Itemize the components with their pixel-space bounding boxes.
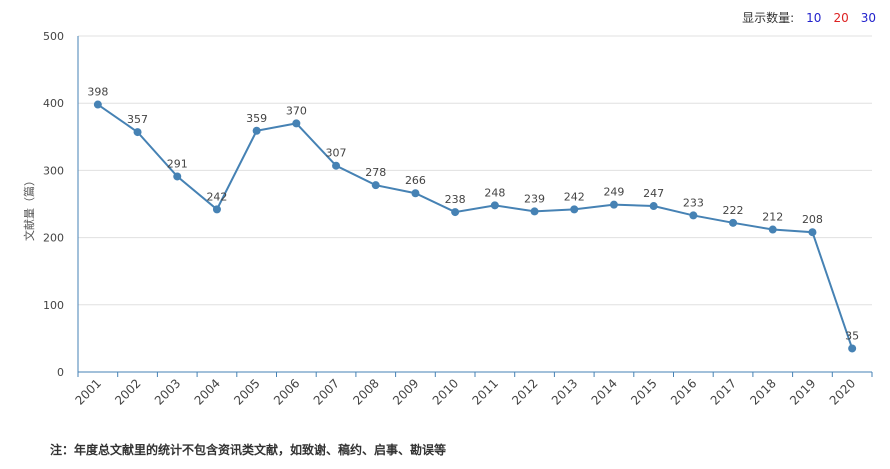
x-tick-label: 2006 [271, 376, 302, 407]
data-point [570, 205, 579, 214]
data-label: 249 [603, 186, 624, 199]
data-label: 208 [802, 213, 823, 226]
data-point [252, 126, 261, 135]
data-point [689, 211, 698, 220]
data-point [173, 172, 182, 181]
x-tick-label: 2004 [192, 376, 223, 407]
x-tick-label: 2005 [231, 376, 262, 407]
x-tick-label: 2012 [509, 376, 540, 407]
y-axis-label: 文献量（篇） [22, 175, 36, 241]
data-label: 212 [762, 211, 783, 224]
x-tick-label: 2009 [390, 376, 421, 407]
y-tick-label: 100 [43, 299, 64, 312]
data-point [451, 208, 460, 217]
data-point [729, 218, 738, 227]
data-label: 291 [167, 157, 188, 170]
y-tick-label: 0 [57, 366, 64, 379]
data-point [212, 205, 221, 214]
count-option-20[interactable]: 20 [833, 10, 849, 25]
x-tick-label: 2016 [668, 376, 699, 407]
x-tick-label: 2017 [708, 376, 739, 407]
x-tick-label: 2003 [152, 376, 183, 407]
data-label: 242 [564, 190, 585, 203]
x-tick-label: 2019 [787, 376, 818, 407]
data-label: 247 [643, 187, 664, 200]
data-label: 359 [246, 112, 267, 125]
y-tick-label: 300 [43, 164, 64, 177]
display-count-label: 显示数量: [742, 11, 795, 25]
data-point [133, 128, 142, 137]
y-tick-label: 500 [43, 30, 64, 43]
data-point [93, 100, 102, 109]
data-label: 238 [445, 193, 466, 206]
x-tick-label: 2011 [469, 376, 500, 407]
x-tick-label: 2018 [747, 376, 778, 407]
footnote: 注：年度总文献里的统计不包含资讯类文献，如致谢、稿约、启事、勘误等 [50, 443, 447, 457]
x-tick-label: 2020 [827, 376, 858, 407]
data-label: 278 [365, 166, 386, 179]
data-point [411, 189, 420, 198]
data-label: 398 [87, 86, 108, 99]
x-tick-label: 2014 [589, 376, 620, 407]
data-label: 370 [286, 104, 307, 117]
data-label: 222 [723, 204, 744, 217]
y-tick-label: 400 [43, 97, 64, 110]
data-label: 307 [326, 147, 347, 160]
display-count-selector: 显示数量: 10 20 30 [742, 9, 876, 26]
data-point [848, 344, 857, 353]
data-label: 239 [524, 192, 545, 205]
x-tick-label: 2002 [112, 376, 143, 407]
data-label: 248 [484, 186, 505, 199]
series-line [97, 103, 854, 349]
data-label: 242 [206, 190, 227, 203]
data-label: 357 [127, 113, 148, 126]
x-tick-label: 2008 [350, 376, 381, 407]
count-option-30[interactable]: 30 [860, 10, 876, 25]
data-point [371, 181, 380, 190]
data-point [490, 201, 499, 210]
data-point [609, 200, 618, 209]
data-label: 266 [405, 174, 426, 187]
x-tick-label: 2001 [72, 376, 103, 407]
data-label: 233 [683, 196, 704, 209]
x-tick-label: 2013 [549, 376, 580, 407]
data-point [292, 119, 301, 128]
data-point [808, 228, 817, 237]
data-point [768, 225, 777, 234]
data-point [332, 161, 341, 170]
x-tick-label: 2007 [311, 376, 342, 407]
data-point [649, 202, 658, 211]
y-tick-label: 200 [43, 232, 64, 245]
data-point [530, 207, 539, 216]
data-label: 35 [845, 329, 859, 342]
x-tick-label: 2015 [628, 376, 659, 407]
x-tick-label: 2010 [430, 376, 461, 407]
count-option-10[interactable]: 10 [806, 10, 822, 25]
